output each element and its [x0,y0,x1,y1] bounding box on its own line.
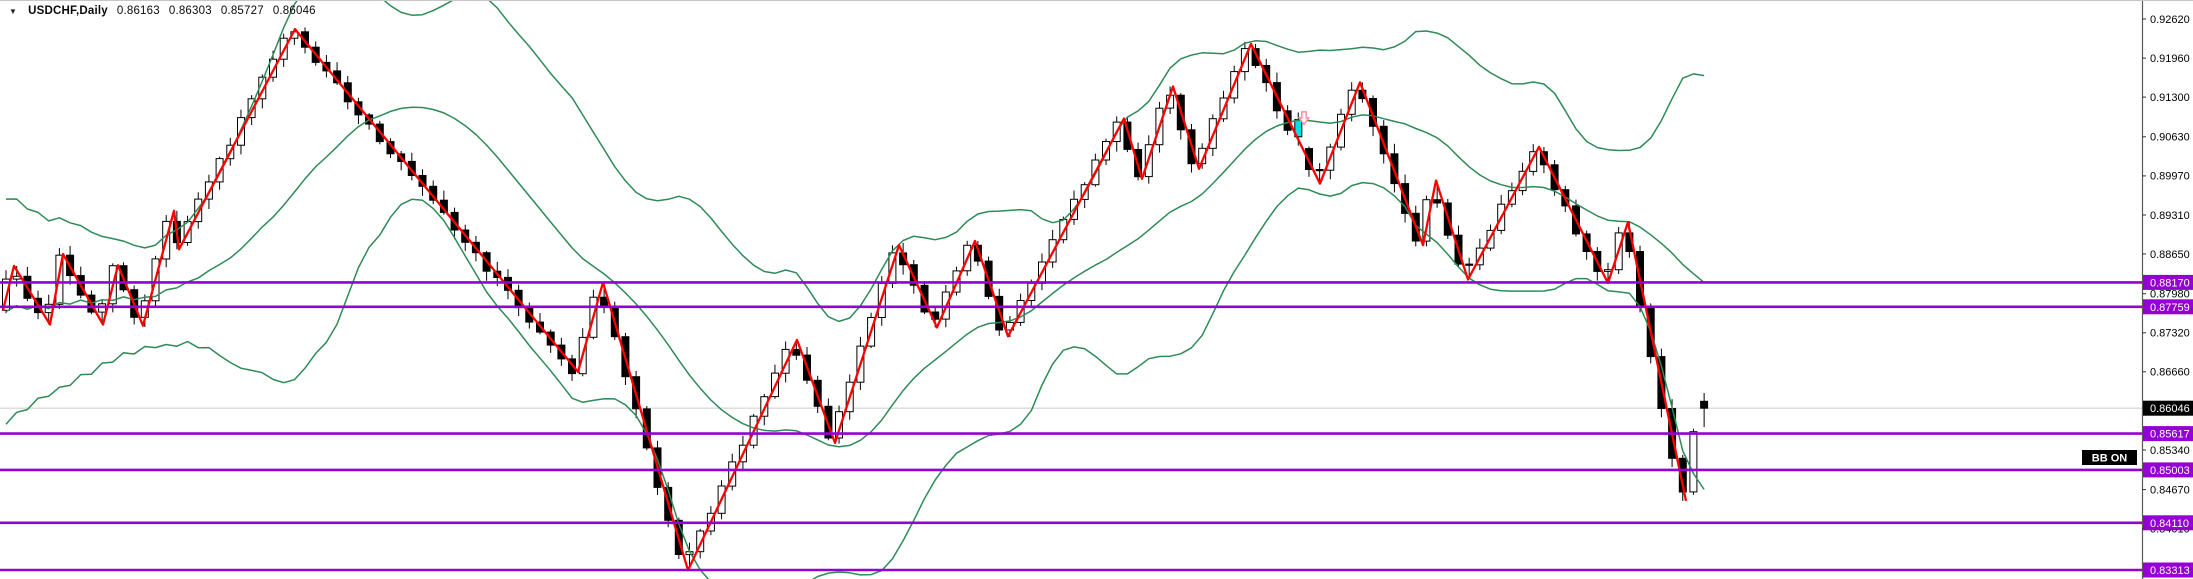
svg-text:0.83313: 0.83313 [2150,565,2190,577]
bb-toggle-badge[interactable]: BB ON [2082,450,2137,465]
svg-text:0.87759: 0.87759 [2150,302,2190,314]
axis-tick-label: 0.86660 [2150,367,2190,379]
axis-tick-label: 0.91300 [2150,92,2190,104]
axis-tick-label: 0.92620 [2150,14,2190,26]
symbol-dropdown-icon[interactable]: ▼ [9,6,18,16]
ohlc-close: 0.86046 [272,5,316,17]
level-price-badge: 0.85003 [2143,462,2193,478]
svg-text:0.85003: 0.85003 [2150,465,2190,477]
svg-text:0.84110: 0.84110 [2150,518,2189,530]
level-price-badge: 0.85617 [2143,426,2193,442]
axis-tick-label: 0.89970 [2150,171,2190,183]
zigzag-indicator-line [1,27,1688,572]
bollinger-bands [5,1,1705,579]
bollinger-middle-band [5,106,1705,448]
ohlc-low: 0.85727 [220,5,264,17]
axis-tick-label: 0.88650 [2150,249,2190,261]
svg-text:0.88170: 0.88170 [2150,277,2190,289]
ohlc-high: 0.86303 [168,5,212,17]
level-price-badge: 0.84110 [2143,515,2193,531]
axis-tick-label: 0.87980 [2150,289,2190,301]
bollinger-lower-band [5,181,1705,579]
level-price-badge: 0.87759 [2143,299,2193,315]
svg-text:0.85617: 0.85617 [2150,429,2190,441]
sell-arrow-icon [1297,111,1311,126]
bb-toggle-label[interactable]: BB ON [2092,453,2128,465]
svg-text:0.86046: 0.86046 [2150,403,2190,415]
level-price-badge: 0.88170 [2143,274,2193,290]
axis-tick-label: 0.84670 [2150,484,2190,496]
axis-tick-label: 0.89310 [2150,210,2190,222]
chart-title: ▼ USDCHF,Daily 0.86163 0.86303 0.85727 0… [9,5,316,17]
symbol-timeframe-label: USDCHF,Daily [28,5,108,17]
current-price-badge: 0.86046 [2143,400,2193,416]
axis-tick-label: 0.87320 [2150,328,2190,340]
bollinger-upper-band [5,1,1705,323]
ohlc-open: 0.86163 [116,5,160,17]
level-price-badge: 0.83313 [2143,562,2193,578]
support-resistance-lines [0,281,2142,572]
axis-tick-label: 0.90630 [2150,132,2190,144]
axis-tick-label: 0.85340 [2150,445,2190,457]
axis-tick-label: 0.91960 [2150,53,2190,65]
